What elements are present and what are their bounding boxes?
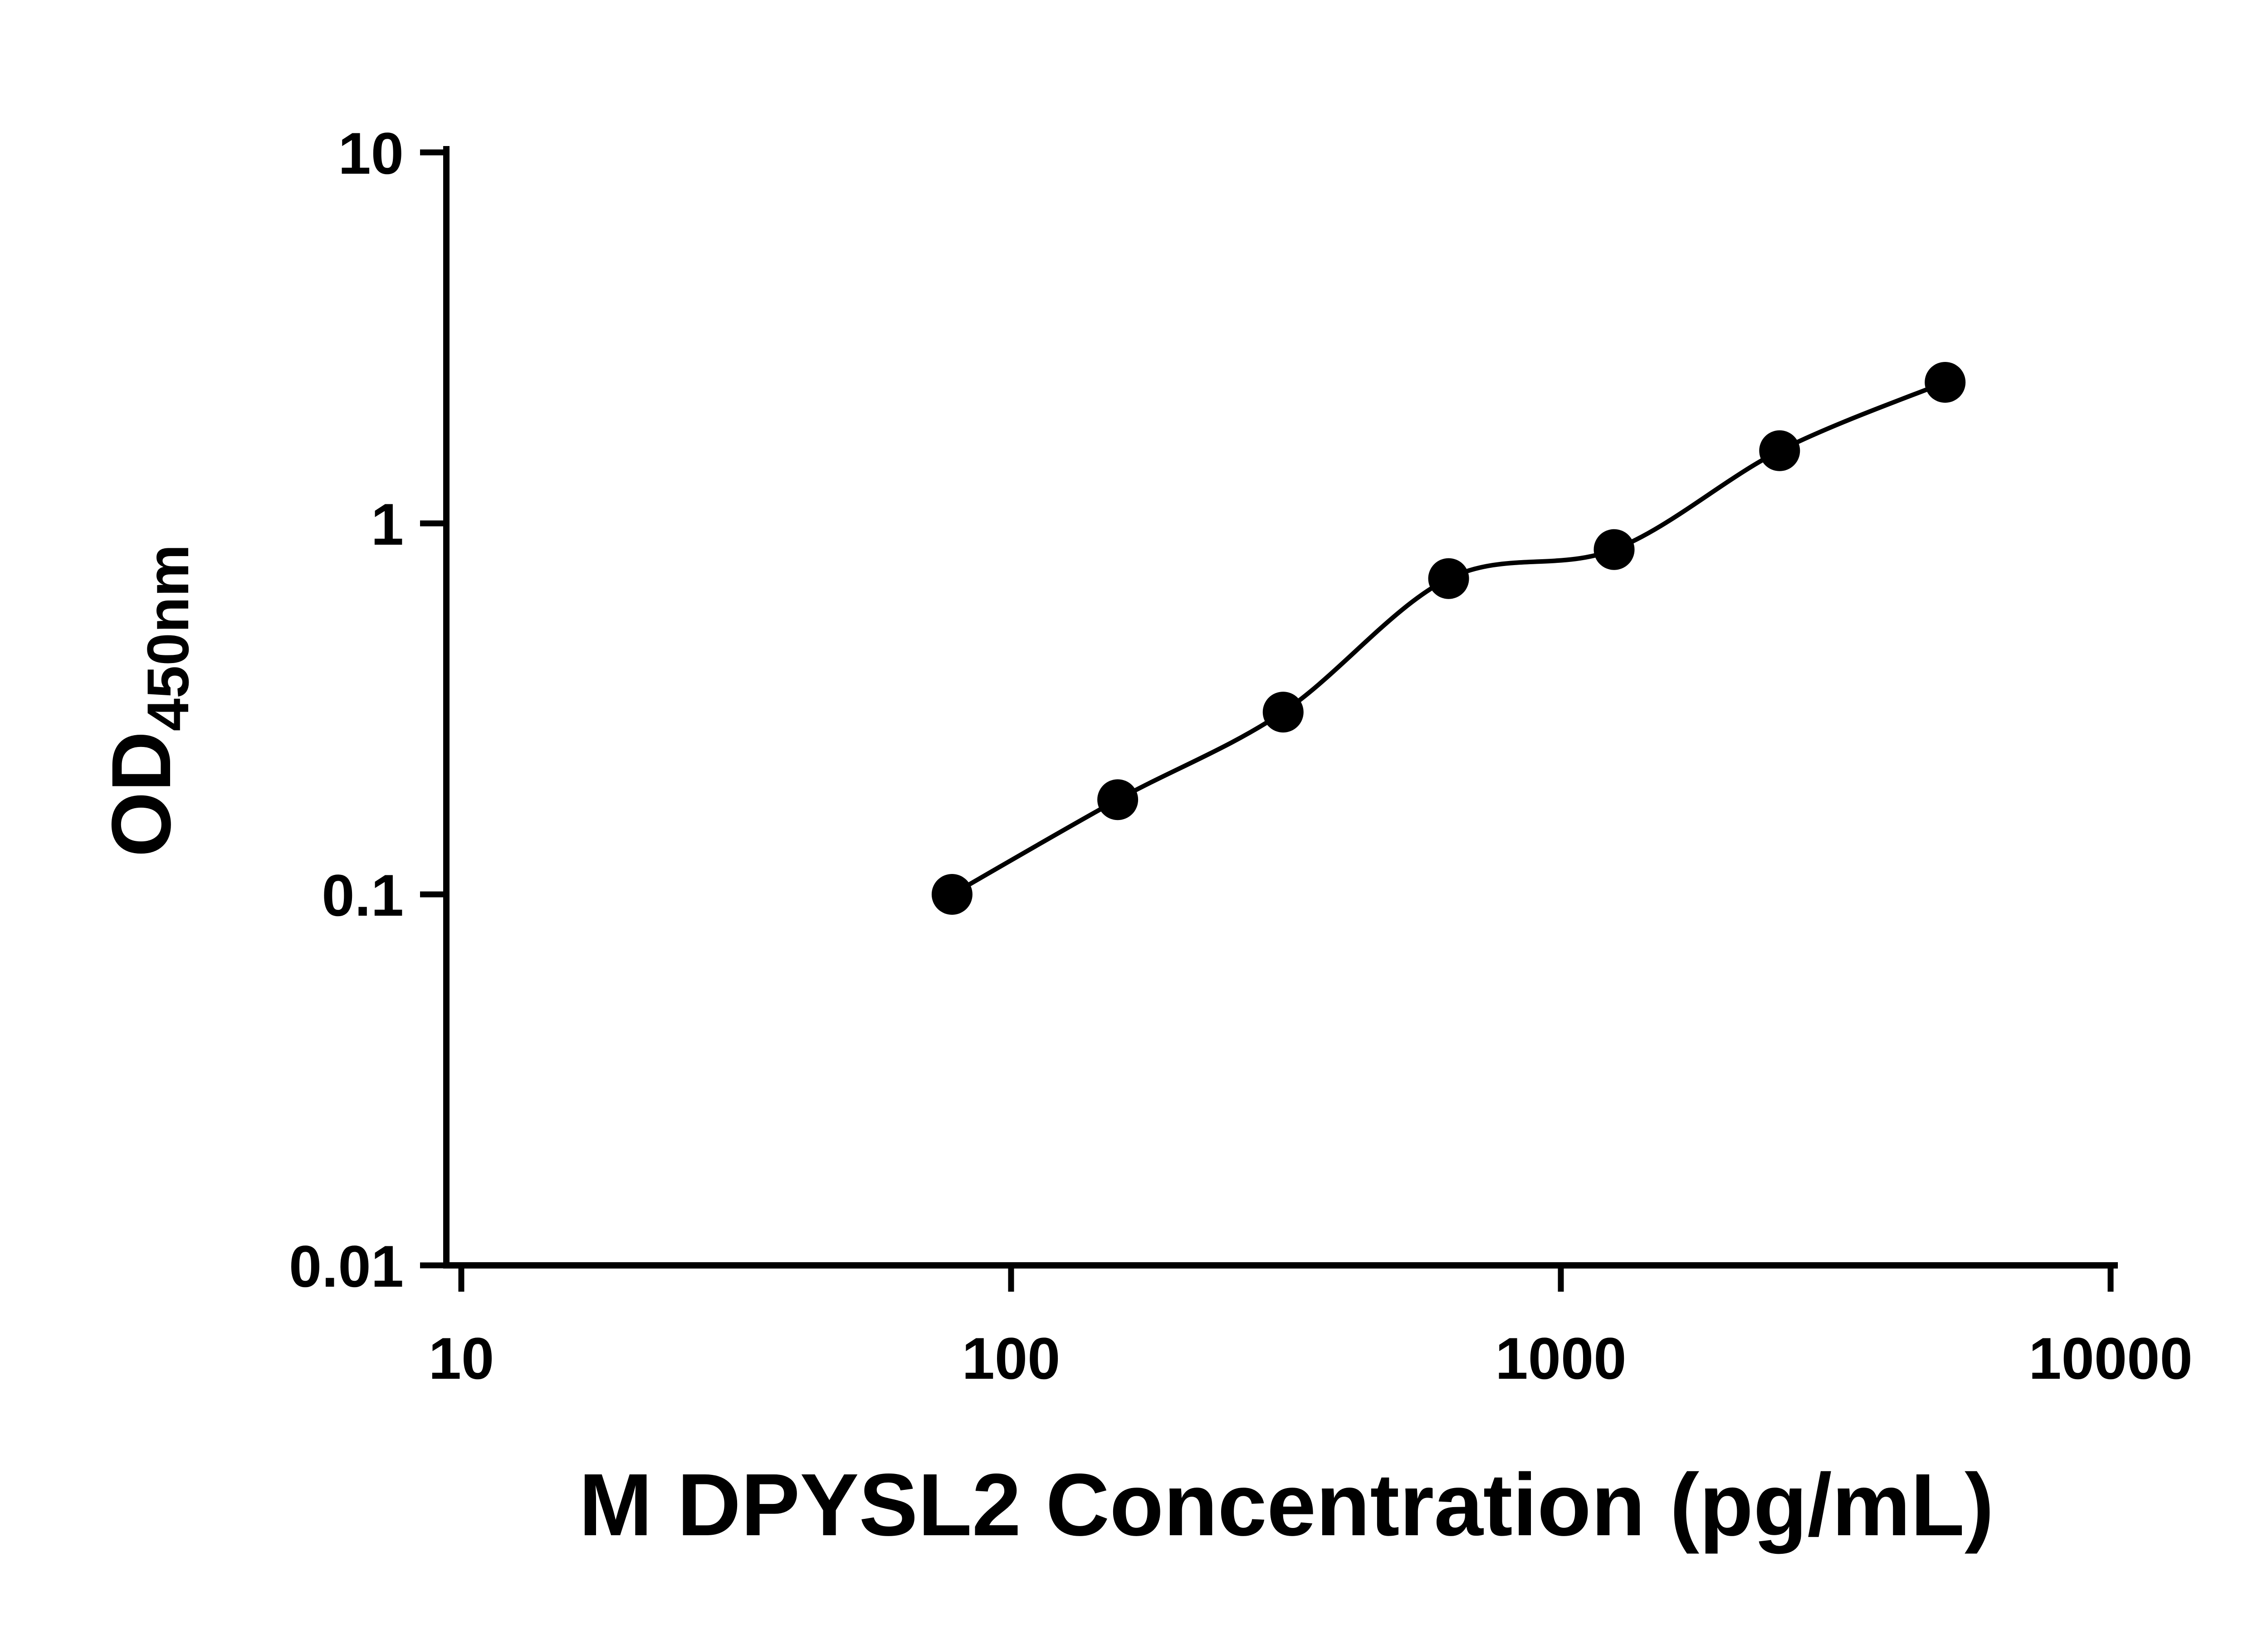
y-axis-title-subscript: 450nm (135, 544, 201, 731)
data-point (1925, 362, 1966, 403)
data-point (1262, 692, 1304, 733)
data-point (931, 874, 973, 915)
y-tick-label: 10 (338, 120, 404, 186)
data-point (1097, 779, 1139, 820)
y-tick-label: 0.1 (322, 862, 404, 928)
x-tick-label: 10 (429, 1325, 494, 1391)
y-tick-label: 1 (371, 491, 404, 557)
y-tick-label: 0.01 (289, 1233, 404, 1299)
data-point (1759, 430, 1800, 471)
x-tick-label: 100 (962, 1325, 1061, 1391)
x-tick-label: 1000 (1495, 1325, 1626, 1391)
axes (443, 146, 2118, 1269)
data-points (931, 362, 1966, 915)
x-axis-title: M DPYSL2 Concentration (pg/mL) (579, 1455, 1994, 1554)
tick-marks (420, 149, 2114, 1292)
tick-labels: 10 100 1000 10000 0.01 0.1 1 10 (289, 120, 2193, 1391)
y-axis-title-main: OD (95, 731, 188, 857)
data-point (1593, 529, 1635, 570)
x-tick-label: 10000 (2028, 1325, 2193, 1391)
data-point (1428, 558, 1469, 599)
y-axis-title: OD450nm (95, 544, 201, 857)
